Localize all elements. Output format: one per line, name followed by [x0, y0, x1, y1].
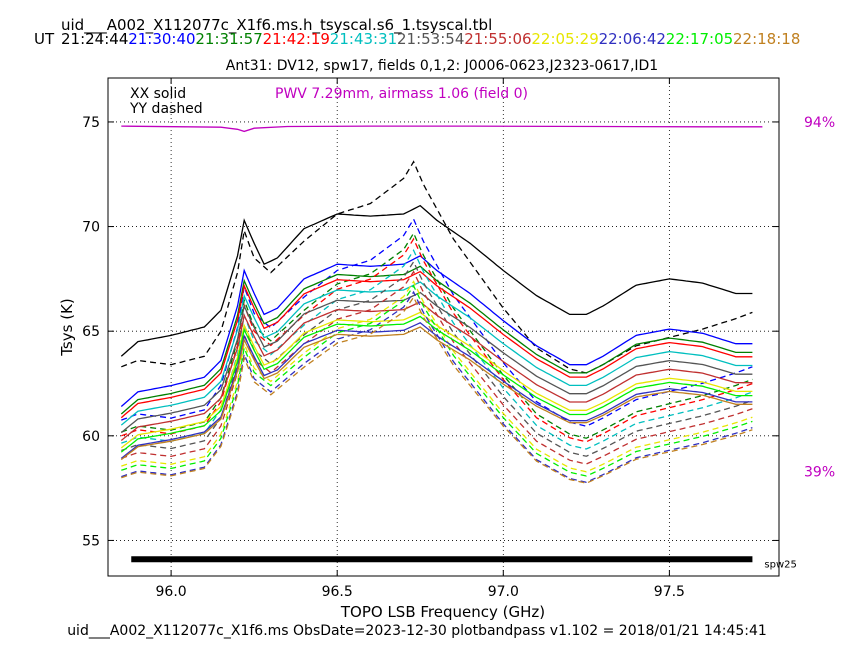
series-line-xx-2: [120, 255, 753, 407]
y-axis-label: Tsys (K): [58, 298, 76, 357]
ut-time-3: 21:42:19: [263, 30, 330, 48]
ut-time-9: 22:17:05: [666, 30, 733, 48]
ut-time-5: 21:53:54: [397, 30, 464, 48]
series-line-xx-12: [120, 301, 753, 442]
ut-time-8: 22:06:42: [599, 30, 666, 48]
ut-time-1: 21:30:40: [128, 30, 195, 48]
plot-annotations: spw25 94% 39%: [121, 115, 835, 570]
y-axis-ticks: 55 60 65 70 75: [82, 115, 779, 549]
series-line-xx-14: [120, 311, 753, 449]
ut-time-4: 21:43:31: [330, 30, 397, 48]
legend-yy: YY dashed: [129, 101, 203, 117]
series-line-xx-18: [120, 315, 753, 453]
plot-area: spw25 94% 39% 96.0 96.5 97.0 97.5 55 60 65 70 75: [82, 77, 835, 600]
transmission-line: [121, 125, 763, 133]
ut-time-row: UT 21:24:44 21:30:40 21:31:57 21:42:19 21:43…: [34, 30, 800, 48]
series-line-yy-15: [121, 280, 753, 473]
table-filename: uid___A002_X112077c_X1f6.ms.h_tsyscal.s6…: [61, 16, 492, 35]
ut-label: UT: [34, 30, 55, 48]
x-tick-label: 96.0: [156, 584, 187, 600]
y-tick-label: 75: [82, 115, 100, 131]
series-line-yy-1: [121, 160, 753, 374]
x-axis-label: TOPO LSB Frequency (GHz): [340, 603, 545, 621]
footer-info: uid___A002_X112077c_X1f6.ms ObsDate=2023…: [67, 623, 767, 639]
series-line-xx-0: [120, 204, 753, 357]
y-tick-label: 55: [82, 533, 100, 549]
x-tick-label: 97.5: [654, 584, 685, 600]
gridlines: [108, 78, 779, 576]
ut-time-6: 21:55:06: [464, 30, 531, 48]
ut-time-7: 22:05:29: [531, 30, 598, 48]
x-tick-label: 96.5: [322, 584, 353, 600]
series-line-yy-19: [121, 284, 753, 477]
series-line-yy-17: [121, 290, 753, 483]
transmission-percent-label: 39%: [804, 464, 835, 480]
chart-title: Ant31: DV12, spw17, fields 0,1,2: J0006-…: [226, 58, 658, 74]
series-line-xx-8: [120, 281, 753, 426]
ut-time-0: 21:24:44: [61, 30, 128, 48]
series-line-xx-10: [120, 291, 753, 434]
y-tick-label: 70: [82, 220, 100, 236]
series-line-xx-4: [120, 265, 753, 415]
y-tick-label: 65: [82, 324, 100, 340]
series-line-yy-5: [121, 231, 753, 439]
series-line-xx-16: [120, 322, 753, 459]
series-line-yy-11: [121, 260, 753, 457]
series-line-yy-21: [121, 295, 753, 484]
transmission-percent-label: 94%: [804, 115, 835, 131]
spw-label: spw25: [764, 559, 796, 570]
series-line-yy-13: [121, 270, 753, 465]
legend-xx: XX solid: [130, 86, 186, 102]
ut-time-10: 22:18:18: [733, 30, 800, 48]
tsys-curves: [120, 160, 753, 484]
x-axis-ticks: 96.0 96.5 97.0 97.5: [156, 78, 685, 600]
y-tick-label: 60: [82, 429, 100, 445]
x-tick-label: 97.0: [488, 584, 519, 600]
ut-time-2: 21:31:57: [195, 30, 262, 48]
series-line-xx-6: [120, 270, 753, 419]
pwv-annotation: PWV 7.29mm, airmass 1.06 (field 0): [275, 86, 528, 102]
plot-frame: [107, 77, 780, 577]
